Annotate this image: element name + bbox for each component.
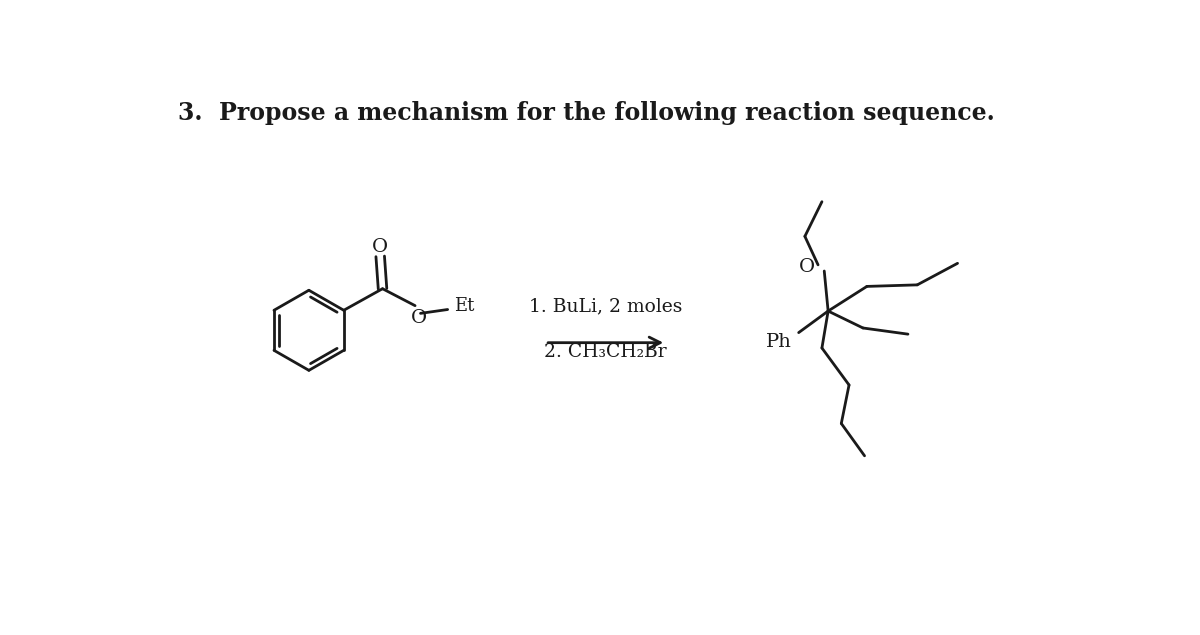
Text: 1. BuLi, 2 moles: 1. BuLi, 2 moles <box>529 297 683 315</box>
Text: 3.  Propose a mechanism for the following reaction sequence.: 3. Propose a mechanism for the following… <box>178 101 995 124</box>
Text: Et: Et <box>454 297 474 316</box>
Text: Ph: Ph <box>767 333 792 351</box>
Text: O: O <box>372 238 389 256</box>
Text: 2. CH₃CH₂Br: 2. CH₃CH₂Br <box>545 344 667 361</box>
Text: O: O <box>799 258 815 276</box>
Text: O: O <box>410 309 427 327</box>
